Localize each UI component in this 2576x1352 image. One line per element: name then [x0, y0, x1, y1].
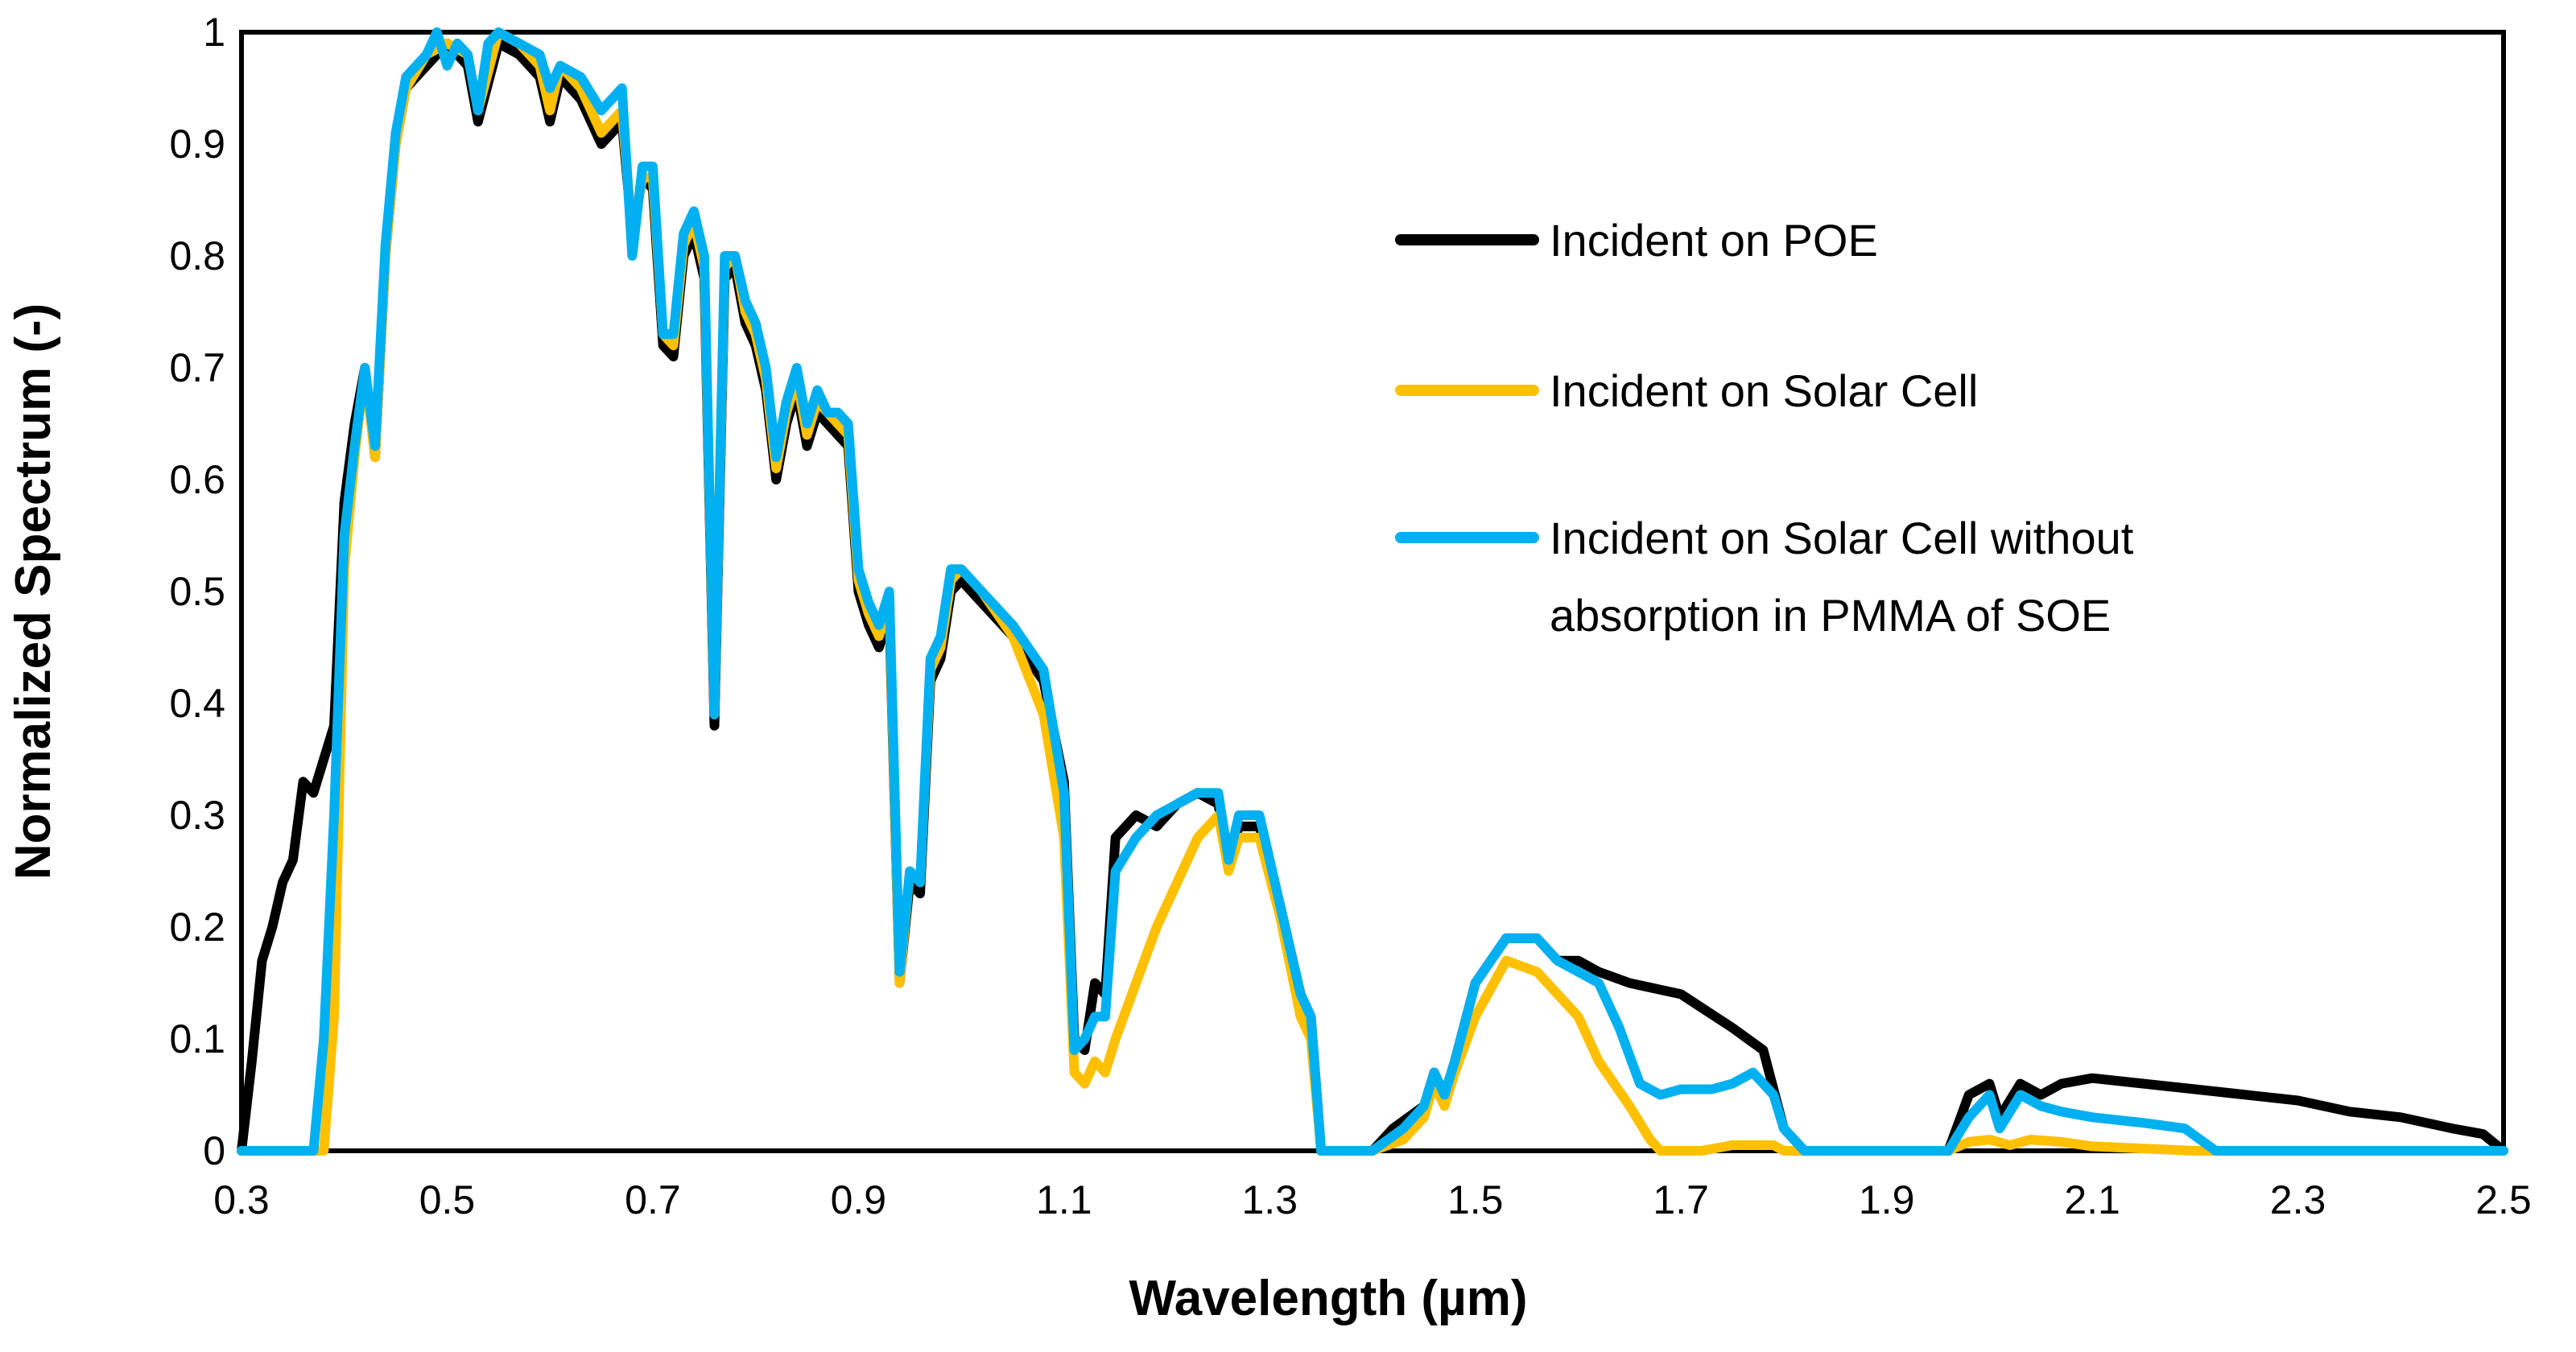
x-axis-title: Wavelength (µm) — [1129, 1271, 1527, 1326]
y-tick-label: 0.2 — [169, 905, 225, 950]
y-tick-label: 0.7 — [169, 345, 225, 390]
y-axis-ticks: 0 0.1 0.2 0.3 0.4 0.5 0.6 0.7 0.8 0.9 1 — [169, 10, 225, 1173]
legend-label-3: Incident on Solar Cell without absorption… — [1550, 513, 2134, 641]
x-tick-label: 1.7 — [1653, 1177, 1709, 1222]
x-tick-label: 0.5 — [419, 1177, 476, 1222]
x-tick-label: 2.1 — [2064, 1177, 2120, 1222]
legend-label-line: Incident on Solar Cell without — [1550, 513, 2134, 563]
x-axis-ticks: 0.3 0.5 0.7 0.9 1.1 1.3 1.5 1.7 1.9 2.1 2.3 2.5 — [213, 1177, 2532, 1222]
x-tick-label: 2.3 — [2270, 1177, 2326, 1222]
y-tick-label: 0.4 — [169, 681, 225, 726]
legend-label-line: absorption in PMMA of SOE — [1550, 590, 2111, 641]
y-tick-label: 0.9 — [169, 122, 225, 167]
series-line-3 — [237, 27, 2508, 1156]
x-tick-label: 2.5 — [2475, 1177, 2532, 1222]
x-tick-label: 1.5 — [1447, 1177, 1504, 1222]
y-tick-label: 0 — [203, 1128, 225, 1173]
series-layer — [237, 27, 2508, 1156]
y-axis-title: Normalized Spectrum (-) — [6, 303, 61, 880]
legend-label-1: Incident on POE — [1550, 215, 1878, 266]
x-tick-label: 1.1 — [1036, 1177, 1092, 1222]
y-tick-label: 0.8 — [169, 233, 225, 278]
x-tick-label: 1.9 — [1859, 1177, 1915, 1222]
x-tick-label: 0.9 — [831, 1177, 887, 1222]
y-tick-label: 0.3 — [169, 793, 225, 838]
plot-area-frame — [239, 30, 2506, 1153]
y-tick-label: 0.5 — [169, 569, 225, 614]
y-tick-label: 0.6 — [169, 457, 225, 502]
x-tick-label: 1.3 — [1242, 1177, 1298, 1222]
y-tick-label: 0.1 — [169, 1016, 225, 1061]
x-tick-label: 0.7 — [625, 1177, 681, 1222]
y-tick-label: 1 — [203, 10, 225, 55]
x-tick-label: 0.3 — [213, 1177, 270, 1222]
legend-label-2: Incident on Solar Cell — [1550, 365, 1978, 416]
legend: Incident on POE Incident on Solar Cell Inc… — [1395, 215, 2134, 641]
